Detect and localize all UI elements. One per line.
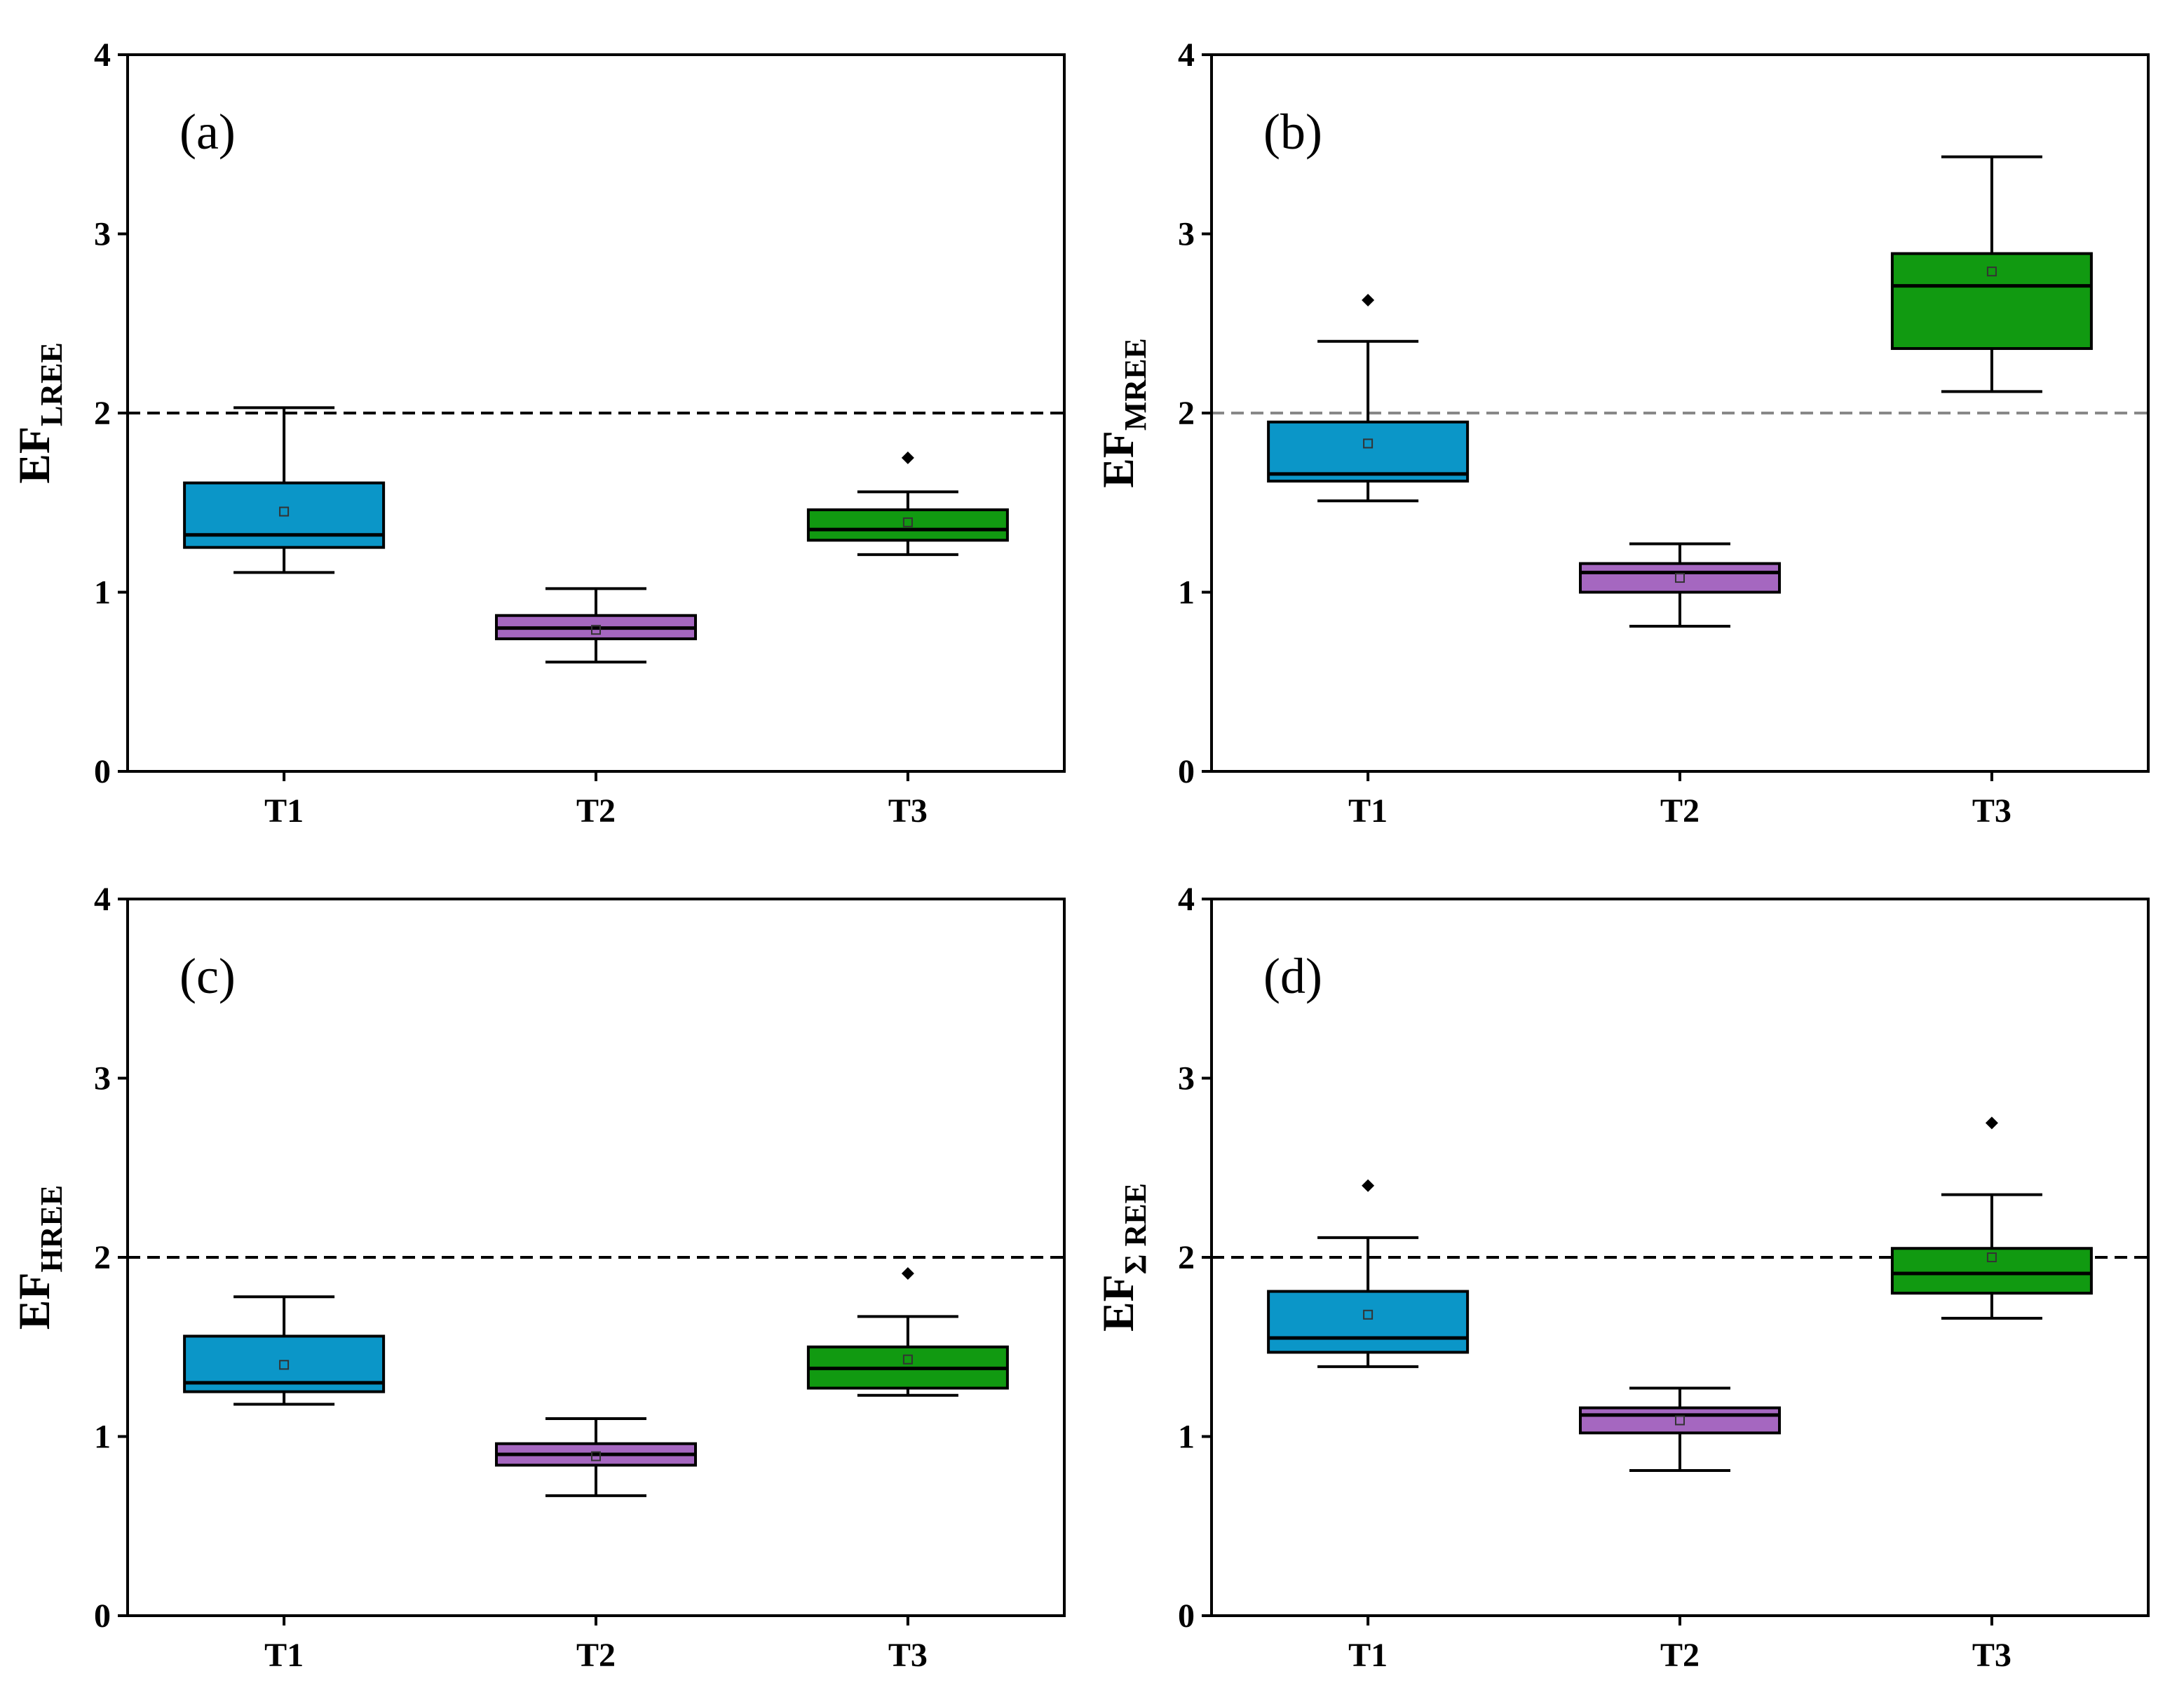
y-tick-label: 0 (94, 1597, 111, 1635)
box-T2 (495, 1417, 697, 1497)
y-axis-title-main: EF (1093, 1274, 1143, 1332)
y-tick-label: 2 (1178, 1239, 1195, 1276)
iqr-box (1579, 1406, 1781, 1435)
iqr-box (1267, 420, 1470, 483)
box-T2 (495, 587, 697, 664)
panel-d: 0 1 2 3 4 T1 T2 T3 (d) EFΣ REE (1093, 881, 2150, 1674)
iqr-box (1890, 1247, 2093, 1295)
y-tick-label: 1 (1178, 1419, 1195, 1456)
y-tick-label: 3 (94, 216, 111, 253)
box-T2 (1579, 1386, 1781, 1473)
x-tick-label: T3 (888, 1637, 928, 1674)
mean-marker (591, 625, 601, 635)
y-tick-label: 1 (1178, 574, 1195, 611)
mean-marker (279, 1360, 290, 1370)
iqr-box (1890, 252, 2093, 351)
mean-marker (1986, 266, 1997, 277)
x-tick-label: T1 (1348, 1637, 1388, 1674)
box-T2 (1579, 542, 1781, 628)
y-axis-title: EFLREE (9, 342, 69, 484)
iqr-box (1267, 1290, 1470, 1354)
box-T3 (1890, 155, 2093, 393)
mean-marker (902, 517, 913, 527)
x-tick-label: T3 (888, 792, 928, 830)
panel-a: 0 1 2 3 4 T1 T2 T3 (a) EFLREE (9, 36, 1066, 830)
mean-marker (1675, 1415, 1685, 1426)
mean-marker (1675, 573, 1685, 583)
panel-label: (b) (1263, 104, 1322, 160)
y-tick-label: 1 (94, 574, 111, 611)
y-axis-title-subscript: LREE (34, 342, 69, 426)
x-tick-label: T1 (264, 1637, 304, 1674)
y-tick-label: 2 (94, 1239, 111, 1276)
y-tick-label: 3 (94, 1060, 111, 1097)
panel-label: (c) (179, 948, 236, 1004)
y-tick-label: 4 (1178, 36, 1195, 74)
y-tick-label: 2 (1178, 395, 1195, 432)
box-T3 (806, 1266, 1009, 1397)
y-tick-label: 3 (1178, 216, 1195, 253)
outlier-point (1985, 1116, 1998, 1130)
x-tick-label: T2 (576, 1637, 616, 1674)
x-tick-label: T2 (576, 792, 616, 830)
panel-c: 0 1 2 3 4 T1 T2 T3 (c) EFHREE (9, 881, 1066, 1674)
box-T3 (806, 451, 1009, 556)
y-axis-title-subscript: Σ REE (1118, 1183, 1153, 1274)
box-T1 (1267, 294, 1470, 503)
mean-marker (591, 1451, 601, 1461)
mean-marker (1363, 438, 1374, 449)
y-axis-title: EFMREE (1093, 338, 1153, 488)
panel-label: (a) (179, 104, 236, 160)
x-tick-label: T2 (1660, 792, 1700, 830)
y-axis-title: EFHREE (9, 1185, 69, 1330)
y-tick-label: 1 (94, 1419, 111, 1456)
mean-marker (1363, 1309, 1374, 1320)
y-tick-label: 0 (94, 753, 111, 790)
iqr-box (1579, 562, 1781, 594)
y-axis-title: EFΣ REE (1093, 1183, 1153, 1332)
y-axis-title-main: EF (9, 426, 59, 484)
outlier-point (1362, 1179, 1375, 1192)
panel-label: (d) (1263, 948, 1322, 1004)
x-tick-label: T3 (1972, 1637, 2012, 1674)
box-T1 (1267, 1179, 1470, 1368)
y-tick-label: 3 (1178, 1060, 1195, 1097)
y-tick-label: 4 (1178, 881, 1195, 918)
box-T1 (183, 406, 386, 574)
y-tick-label: 0 (1178, 1597, 1195, 1635)
y-axis-title-subscript: HREE (34, 1185, 69, 1273)
x-tick-label: T3 (1972, 792, 2012, 830)
mean-marker (279, 506, 290, 517)
y-axis-title-subscript: MREE (1118, 338, 1153, 431)
outlier-point (901, 1266, 914, 1280)
x-tick-label: T1 (1348, 792, 1388, 830)
box-T3 (1890, 1116, 2093, 1320)
x-tick-label: T1 (264, 792, 304, 830)
box-T1 (183, 1295, 386, 1406)
mean-marker (902, 1354, 913, 1365)
y-tick-label: 2 (94, 395, 111, 432)
iqr-box (806, 508, 1009, 542)
x-tick-label: T2 (1660, 1637, 1700, 1674)
y-tick-label: 4 (94, 881, 111, 918)
y-tick-label: 4 (94, 36, 111, 74)
y-axis-title-main: EF (9, 1272, 59, 1330)
mean-marker (1986, 1252, 1997, 1262)
y-axis-title-main: EF (1093, 431, 1143, 488)
outlier-point (901, 451, 914, 464)
outlier-point (1362, 294, 1375, 307)
y-tick-label: 0 (1178, 753, 1195, 790)
panel-b: 0 1 2 3 4 T1 T2 T3 (b) EFMREE (1093, 36, 2150, 830)
